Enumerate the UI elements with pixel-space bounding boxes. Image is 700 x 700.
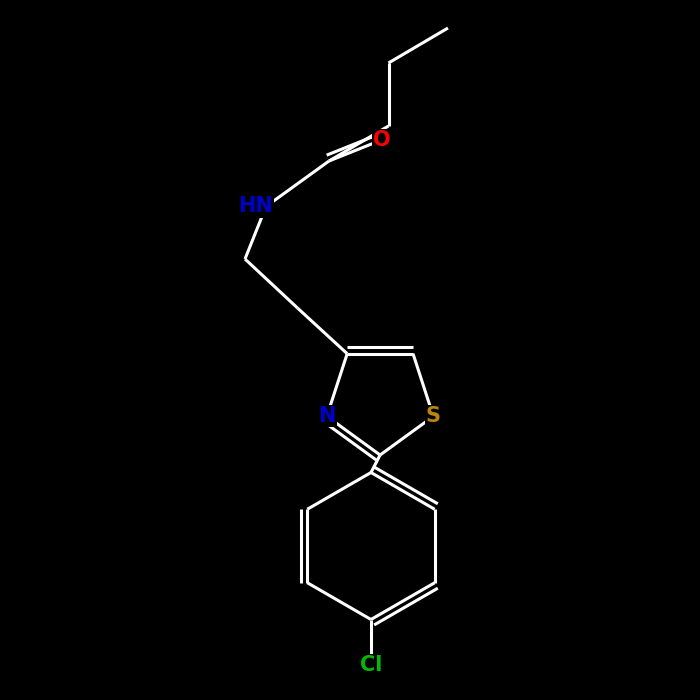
Text: S: S <box>426 406 441 426</box>
Text: HN: HN <box>238 197 273 216</box>
Text: O: O <box>372 130 391 150</box>
Text: N: N <box>318 406 335 426</box>
Text: Cl: Cl <box>360 655 382 675</box>
